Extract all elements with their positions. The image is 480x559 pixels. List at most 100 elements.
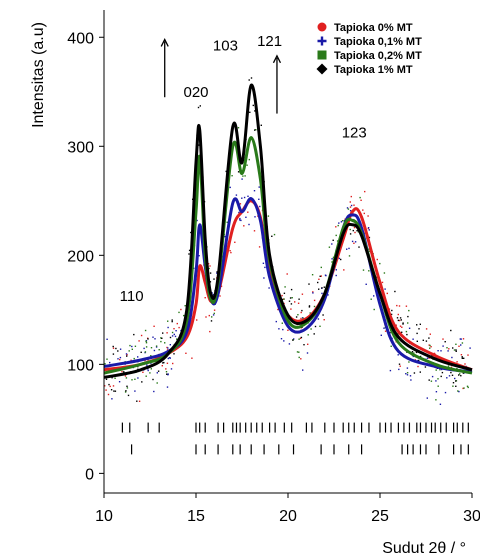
noise-point — [196, 319, 198, 321]
noise-point — [416, 324, 418, 326]
noise-point — [243, 196, 246, 199]
noise-point — [243, 225, 245, 227]
noise-point — [196, 219, 198, 222]
noise-point — [249, 111, 251, 113]
noise-point — [210, 320, 213, 322]
noise-point — [239, 217, 241, 220]
noise-point — [402, 322, 404, 324]
noise-point — [307, 334, 309, 336]
noise-point — [455, 385, 457, 387]
noise-point — [207, 263, 210, 265]
noise-point — [198, 144, 200, 146]
noise-point — [335, 269, 337, 271]
noise-point — [354, 231, 356, 234]
noise-point — [131, 379, 133, 381]
noise-point — [442, 338, 444, 340]
noise-point — [199, 105, 201, 107]
noise-point — [119, 356, 122, 359]
noise-point — [349, 206, 352, 208]
noise-point — [229, 250, 231, 252]
noise-point — [213, 312, 215, 315]
noise-point — [332, 256, 335, 259]
noise-point — [173, 333, 175, 336]
noise-point — [125, 390, 127, 392]
noise-point — [294, 301, 296, 303]
noise-point — [460, 375, 462, 377]
noise-point — [406, 374, 409, 376]
noise-point — [229, 186, 231, 189]
noise-point — [258, 186, 260, 188]
noise-point — [452, 385, 454, 387]
noise-point — [291, 297, 293, 299]
noise-point — [124, 391, 127, 393]
noise-point — [362, 209, 364, 211]
noise-point — [319, 275, 321, 277]
noise-point — [169, 344, 171, 346]
noise-point — [287, 329, 289, 331]
noise-point — [154, 338, 156, 340]
noise-point — [460, 338, 462, 340]
noise-point — [198, 255, 200, 257]
noise-point — [258, 198, 260, 200]
noise-point — [405, 373, 407, 375]
noise-point — [152, 378, 154, 381]
noise-point — [131, 345, 133, 348]
noise-point — [321, 292, 323, 295]
noise-point — [407, 315, 409, 318]
noise-point — [314, 325, 317, 328]
noise-point — [418, 328, 420, 330]
noise-point — [460, 344, 462, 346]
noise-point — [384, 330, 387, 332]
noise-point — [149, 372, 151, 374]
noise-point — [237, 127, 240, 129]
noise-point — [389, 369, 392, 372]
noise-point — [231, 175, 233, 177]
noise-point — [104, 385, 106, 387]
legend-square-marker — [317, 50, 327, 60]
noise-point — [145, 340, 147, 342]
noise-point — [360, 199, 362, 201]
noise-point — [254, 216, 256, 218]
noise-point — [264, 266, 266, 269]
noise-point — [398, 319, 401, 322]
noise-point — [109, 361, 111, 364]
noise-point — [425, 328, 428, 330]
noise-point — [343, 269, 345, 271]
y-tick-label: 200 — [67, 248, 94, 265]
noise-point — [118, 381, 121, 383]
noise-point — [410, 379, 412, 381]
noise-point — [440, 375, 442, 378]
noise-point — [188, 249, 191, 252]
noise-point — [406, 367, 409, 369]
noise-point — [180, 308, 182, 311]
noise-point — [391, 309, 393, 312]
noise-point — [313, 305, 316, 308]
noise-point — [205, 316, 207, 318]
noise-point — [241, 197, 243, 199]
noise-point — [150, 347, 153, 349]
noise-point — [405, 330, 408, 333]
noise-point — [419, 323, 421, 325]
noise-point — [398, 363, 401, 365]
noise-point — [248, 79, 250, 81]
noise-point — [153, 349, 156, 352]
noise-point — [384, 288, 386, 290]
noise-point — [147, 369, 149, 372]
noise-point — [174, 335, 177, 338]
legend-label: Tapioka 0,2% MT — [334, 50, 422, 62]
noise-point — [277, 308, 279, 311]
noise-point — [368, 236, 371, 239]
noise-point — [309, 312, 311, 314]
y-axis-title: Intensitas (a.u) — [30, 22, 47, 128]
noise-point — [275, 320, 277, 323]
noise-point — [308, 283, 310, 285]
noise-point — [462, 372, 464, 374]
noise-point — [281, 294, 283, 297]
noise-point — [455, 380, 457, 382]
noise-point — [263, 277, 265, 279]
noise-point — [455, 380, 458, 382]
noise-point — [419, 371, 421, 373]
noise-point — [317, 318, 320, 320]
noise-point — [356, 230, 358, 232]
noise-point — [338, 257, 341, 260]
